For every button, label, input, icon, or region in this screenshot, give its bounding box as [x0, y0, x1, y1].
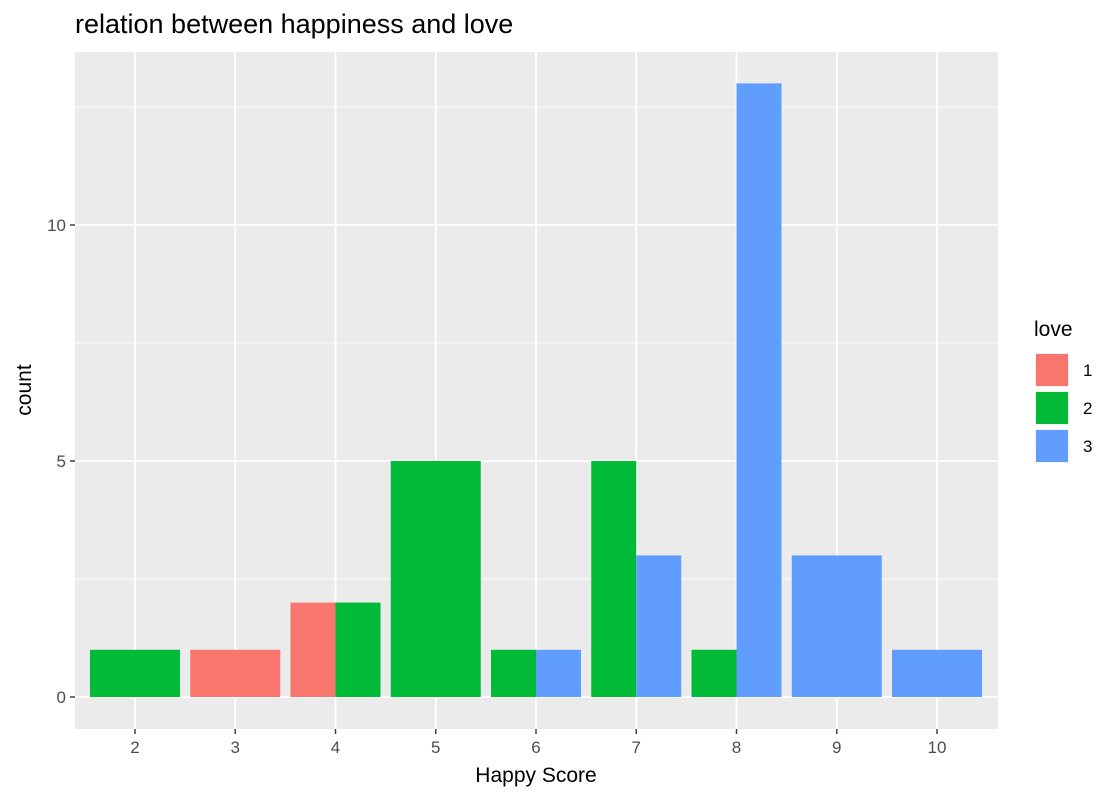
- y-axis: 0 5 10: [47, 216, 75, 707]
- bar-8-love-3: [736, 83, 782, 697]
- bar-9-love-3: [791, 555, 882, 697]
- x-tick-label: 5: [431, 738, 440, 757]
- bars-layer: [90, 83, 982, 697]
- y-tick-label: 10: [47, 216, 66, 235]
- x-tick-label: 7: [632, 738, 641, 757]
- legend-swatch-1: [1036, 354, 1068, 386]
- x-tick-label: 8: [732, 738, 741, 757]
- legend: love 1 2 3: [1034, 318, 1092, 463]
- bar-7-love-3: [636, 555, 682, 697]
- bar-7-love-2: [591, 461, 637, 697]
- x-tick-label: 6: [531, 738, 540, 757]
- x-tick-label: 3: [231, 738, 240, 757]
- legend-label-2: 2: [1083, 399, 1092, 418]
- y-tick-label: 5: [57, 452, 66, 471]
- y-axis-title: count: [13, 364, 36, 416]
- bar-6-love-2: [491, 649, 536, 697]
- x-tick-label: 2: [130, 738, 139, 757]
- bar-3-love-1: [190, 649, 281, 697]
- x-tick-label: 10: [928, 738, 947, 757]
- legend-label-1: 1: [1083, 361, 1092, 380]
- bar-2-love-2: [90, 649, 180, 697]
- x-tick-label: 9: [832, 738, 841, 757]
- legend-swatch-2: [1036, 392, 1068, 424]
- x-tick-label: 4: [331, 738, 340, 757]
- x-axis: 2 3 4 5 6 7 8 9 10: [130, 729, 946, 757]
- legend-label-3: 3: [1083, 437, 1092, 456]
- bar-8-love-2: [691, 649, 737, 697]
- legend-swatch-3: [1036, 430, 1068, 462]
- bar-6-love-3: [536, 649, 581, 697]
- x-axis-title: Happy Score: [475, 764, 596, 787]
- legend-title: love: [1034, 318, 1073, 341]
- chart-title: relation between happiness and love: [75, 9, 513, 39]
- bar-4-love-2: [335, 602, 381, 697]
- bar-5-love-2: [390, 461, 481, 697]
- y-tick-label: 0: [57, 688, 66, 707]
- bar-4-love-1: [290, 602, 336, 697]
- bar-10-love-3: [892, 649, 982, 697]
